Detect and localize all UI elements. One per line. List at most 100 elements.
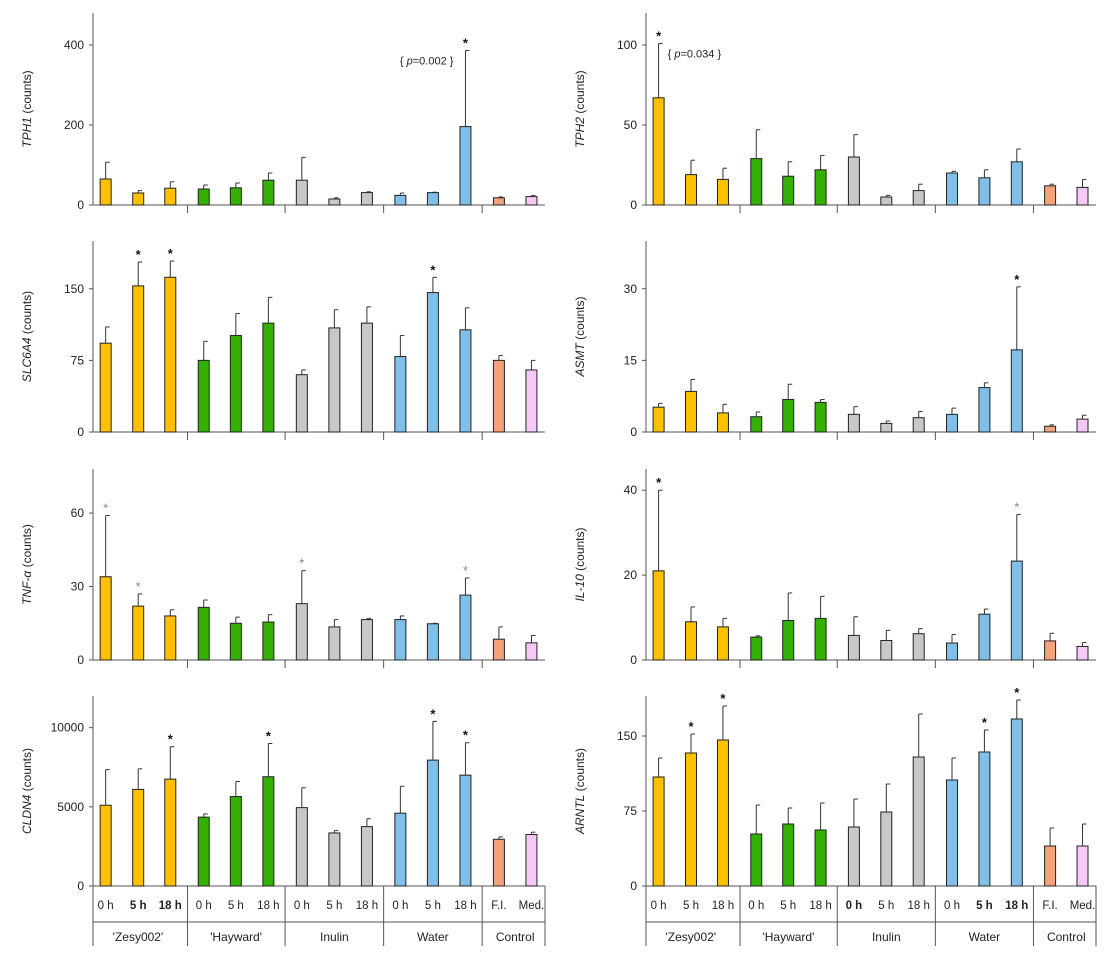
gene-name: ARNTL [573, 795, 587, 835]
x-tick-label: 18 h [809, 900, 831, 912]
y-tick-label: 0 [630, 653, 637, 667]
y-tick-label: 0 [77, 198, 84, 212]
bar [525, 196, 538, 206]
y-tick-label: 60 [71, 506, 85, 520]
x-tick-label: 18 h [257, 900, 279, 912]
bar [716, 412, 729, 433]
x-tick-label: 5 h [326, 900, 342, 912]
bar [814, 829, 827, 887]
group-label: Control [1047, 930, 1086, 944]
panel-arntl: 0 75 150 ARNTL (counts) * * * * 0 h 5 h 18 h 0 h 5 h… [573, 685, 1097, 946]
bar [99, 178, 112, 206]
annotation-brace: { [668, 48, 675, 60]
bar [946, 779, 958, 887]
bar [912, 417, 925, 433]
gene-name: CLDN4 [20, 794, 34, 834]
bar [492, 638, 505, 661]
bar [782, 620, 795, 661]
bar [1044, 185, 1057, 206]
significance-mark: * [720, 691, 726, 706]
significance-mark: * [1014, 499, 1019, 514]
bar [229, 796, 242, 887]
significance-mark: * [136, 247, 142, 262]
bar [99, 804, 112, 887]
bar [1076, 845, 1089, 887]
x-tick-label: 5 h [878, 900, 894, 912]
bar [164, 276, 177, 433]
bar [685, 621, 697, 661]
y-tick-label: 20 [624, 568, 638, 582]
group-label: Inulin [872, 930, 901, 944]
bar [814, 617, 827, 661]
y-axis-title: IL-10 (counts) [573, 527, 587, 601]
gene-name: TPH1 [20, 117, 34, 148]
bar [652, 97, 665, 206]
bar [197, 359, 210, 433]
y-tick-label: 30 [71, 580, 85, 594]
significance-mark: * [430, 262, 436, 277]
bar [1010, 560, 1023, 661]
significance-mark: * [299, 556, 304, 571]
y-tick-label: 10000 [51, 721, 85, 735]
gene-name: SLC6A4 [20, 337, 34, 382]
bar [685, 752, 697, 887]
bar [328, 198, 341, 206]
y-tick-label: 0 [630, 425, 637, 439]
bar [978, 613, 991, 661]
significance-mark: * [463, 36, 469, 51]
p-value-annotation: { p=0.002 } [400, 56, 454, 68]
bar [328, 626, 341, 661]
bar [295, 179, 308, 206]
y-tick-label: 0 [630, 879, 637, 893]
x-tick-label: F.I. [1042, 900, 1057, 912]
bar [295, 807, 308, 887]
bar [459, 774, 472, 887]
x-tick-label: 0 h [748, 900, 764, 912]
bar [360, 192, 373, 206]
group-label: 'Hayward' [210, 930, 262, 944]
bar [328, 832, 341, 887]
y-tick-label: 0 [77, 653, 84, 667]
x-tick-label: F.I. [491, 900, 506, 912]
panel-tph1: 0 200 400 TPH1 (counts) * { p=0.002 } [20, 13, 545, 213]
y-tick-label: 75 [71, 353, 85, 367]
group-label: 'Zesy002' [665, 930, 716, 944]
bar [1076, 645, 1089, 661]
panel-tnfa: 0 30 60 TNF-α (counts) * * * * [20, 469, 545, 668]
bar [394, 812, 407, 887]
bar [946, 172, 958, 206]
bar [360, 619, 373, 661]
bar [164, 187, 177, 206]
bar [229, 622, 242, 661]
y-tick-label: 400 [64, 38, 84, 52]
annotation-value: =0.034 } [680, 48, 721, 60]
y-tick-label: 30 [624, 282, 638, 296]
panel-asmt: 0 15 30 ASMT (counts) * [573, 241, 1096, 440]
bar [525, 642, 538, 661]
x-tick-label: 5 h [228, 900, 244, 912]
bar [99, 342, 112, 433]
x-tick-label: 18 h [159, 900, 182, 912]
bar [132, 285, 145, 433]
x-tick-label: 5 h [130, 900, 147, 912]
y-tick-label: 150 [617, 729, 637, 743]
x-tick-label: 0 h [651, 900, 667, 912]
bar [459, 329, 472, 433]
unit-label: (counts) [20, 524, 34, 571]
annotation-p: p [406, 56, 413, 68]
bar [394, 194, 407, 206]
gene-name: TNF-α [20, 570, 34, 605]
panel-tph2: 0 50 100 TPH2 (counts) * { p=0.034 } [573, 13, 1096, 213]
significance-mark: * [168, 732, 174, 747]
group-label: Water [969, 930, 1001, 944]
y-tick-label: 5000 [57, 800, 84, 814]
bar [99, 576, 112, 661]
unit-label: (counts) [20, 291, 34, 338]
bar [847, 413, 860, 433]
x-tick-label: 0 h [294, 900, 310, 912]
bar [197, 188, 210, 206]
bar [652, 776, 665, 887]
bar [685, 174, 697, 206]
y-axis-title: ASMT (counts) [573, 296, 587, 377]
significance-mark: * [463, 728, 469, 743]
